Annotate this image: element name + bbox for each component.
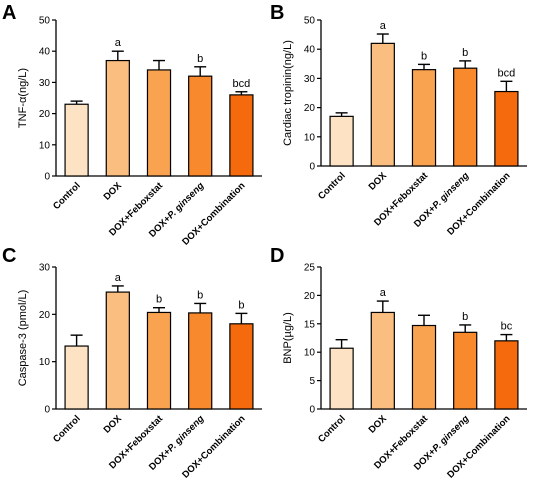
bar (105, 291, 130, 410)
bar (453, 67, 478, 167)
x-tick-label: Control (51, 413, 83, 445)
significance-label: b (421, 50, 427, 62)
y-tick-label: 10 (304, 132, 316, 143)
y-tick-label: 0 (309, 405, 315, 416)
significance-label: b (197, 53, 203, 65)
significance-label: a (115, 37, 122, 49)
bar (411, 324, 437, 410)
y-tick-label: 15 (304, 319, 316, 330)
bar (229, 94, 254, 177)
significance-label: bcd (233, 78, 251, 90)
bar (370, 42, 395, 167)
bar (188, 75, 213, 177)
significance-label: b (462, 47, 468, 59)
bar (64, 103, 89, 177)
y-tick-label: 20 (304, 103, 316, 114)
bar (146, 69, 172, 177)
significance-label: bcd (498, 67, 516, 79)
y-tick-label: 0 (309, 162, 315, 173)
y-tick-label: 20 (39, 109, 51, 120)
y-tick-label: 5 (309, 376, 315, 387)
panel-letter: B (270, 2, 284, 24)
y-tick-label: 20 (39, 310, 51, 321)
y-tick-label: 40 (304, 45, 316, 56)
significance-label: a (380, 287, 387, 299)
y-tick-label: 10 (304, 348, 316, 359)
bar (453, 331, 478, 410)
y-tick-label: 10 (39, 140, 51, 151)
y-tick-label: 30 (39, 263, 51, 274)
significance-label: a (380, 20, 387, 32)
significance-label: bc (501, 321, 513, 333)
y-tick-label: 40 (39, 47, 51, 58)
x-tick-label: Control (316, 413, 348, 445)
bar (188, 312, 213, 410)
bar (494, 90, 519, 167)
y-tick-label: 50 (39, 16, 51, 27)
y-tick-label: 25 (304, 263, 316, 274)
y-axis-label: Cardiac tropinin(ng/L) (282, 40, 294, 146)
y-tick-label: 20 (304, 291, 316, 302)
panel-letter: C (2, 245, 16, 267)
bar (229, 323, 254, 410)
y-tick-label: 10 (39, 357, 51, 368)
y-axis-label: TNF-α(ng/L) (17, 68, 29, 128)
y-axis-label: BNP(µg/L) (282, 312, 294, 364)
bar (411, 69, 437, 167)
x-tick-label: DOX (102, 413, 125, 436)
significance-label: b (197, 289, 203, 301)
panel-letter: D (270, 245, 284, 267)
panel-letter: A (2, 2, 16, 24)
x-tick-label: DOX (367, 413, 390, 436)
significance-label: b (462, 311, 468, 323)
bar (329, 347, 354, 410)
x-tick-label: DOX (367, 170, 390, 193)
bar (146, 311, 172, 410)
y-tick-label: 50 (304, 16, 316, 27)
panel-a: A01020304050TNF-α(ng/L)ControlaDOXDOX+Fe… (2, 2, 262, 248)
panel-d: D0510152025BNP(µg/L)ControlaDOXDOX+Febox… (270, 245, 527, 481)
bar (329, 115, 354, 167)
significance-label: b (156, 294, 162, 306)
bar (494, 340, 519, 410)
x-tick-label: DOX (102, 180, 125, 203)
significance-label: a (115, 272, 122, 284)
y-tick-label: 30 (39, 78, 51, 89)
y-axis-label: Caspase-3 (pmol/L) (17, 290, 29, 387)
bar (370, 311, 395, 410)
y-tick-label: 0 (44, 172, 50, 183)
panel-b: B 0 10 20 30 40 50 Cardiac tropinin(ng/L) Contro… (270, 2, 527, 238)
bar (105, 59, 130, 177)
significance-label: b (238, 299, 244, 311)
y-tick-label: 30 (304, 74, 316, 85)
x-tick-label: Control (51, 180, 83, 212)
x-tick-label: Control (316, 170, 348, 202)
y-tick-label: 0 (44, 405, 50, 416)
bar (64, 345, 89, 410)
